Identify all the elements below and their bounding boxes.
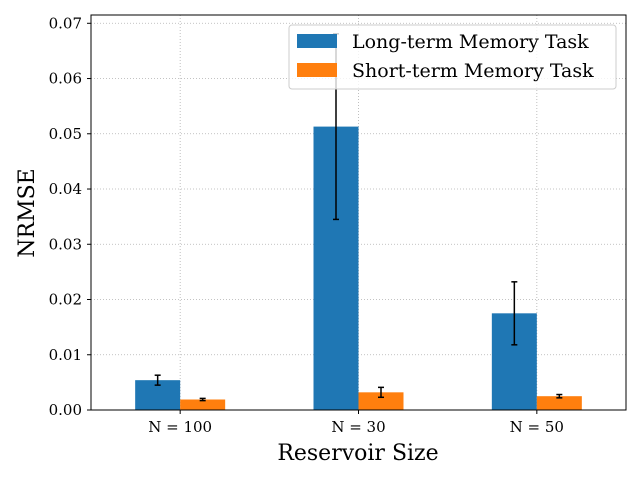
y-tick-label: 0.07 bbox=[49, 14, 82, 32]
bar bbox=[180, 399, 226, 410]
error-bars bbox=[154, 33, 563, 402]
legend-box bbox=[288, 24, 617, 90]
y-tick-label: 0.00 bbox=[49, 401, 82, 419]
y-tick-label: 0.05 bbox=[49, 125, 82, 143]
legend-swatch-short-term bbox=[297, 63, 337, 77]
y-tick-label: 0.04 bbox=[49, 180, 82, 198]
x-tick-label: N = 100 bbox=[148, 418, 212, 436]
bars bbox=[135, 126, 582, 410]
y-tick-label: 0.01 bbox=[49, 346, 82, 364]
y-tick-label: 0.02 bbox=[49, 291, 82, 309]
axis-ticks: 0.00 0.01 0.02 0.03 0.04 0.05 0.06 0.07 N = 100 N… bbox=[49, 14, 564, 436]
bar bbox=[536, 396, 582, 410]
x-tick-label: N = 50 bbox=[510, 418, 564, 436]
legend-label-long-term: Long-term Memory Task bbox=[352, 31, 589, 53]
x-axis-label: Reservoir Size bbox=[277, 441, 438, 466]
legend: Long-term Memory Task Short-term Memory … bbox=[288, 24, 617, 90]
bar bbox=[358, 392, 404, 410]
y-axis-label: NRMSE bbox=[15, 168, 40, 257]
x-tick-label: N = 30 bbox=[331, 418, 385, 436]
y-tick-label: 0.03 bbox=[49, 235, 82, 253]
y-tick-label: 0.06 bbox=[49, 70, 82, 88]
legend-label-short-term: Short-term Memory Task bbox=[352, 60, 594, 82]
legend-swatch-long-term bbox=[297, 34, 337, 48]
